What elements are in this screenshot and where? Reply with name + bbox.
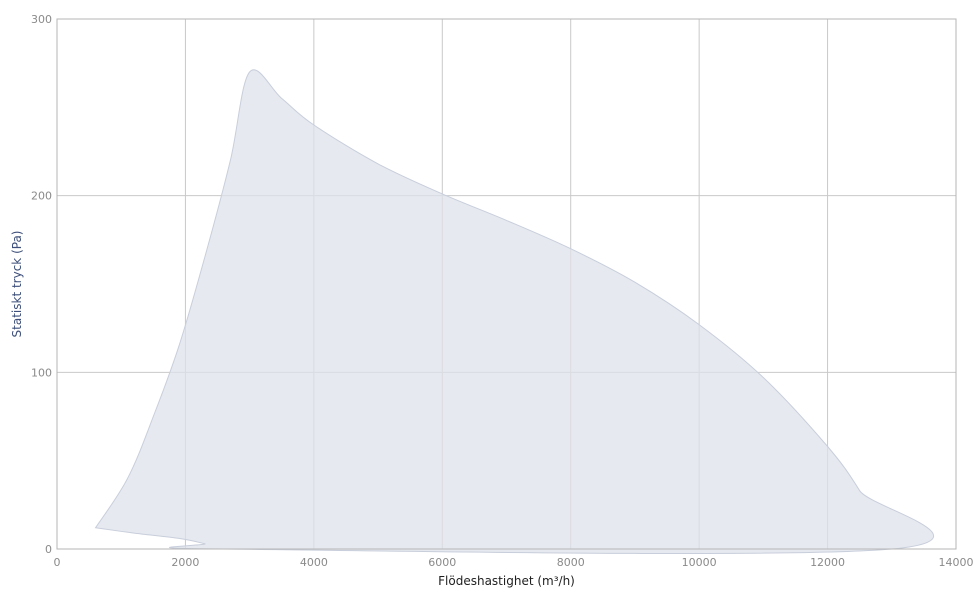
- y-tick-label: 0: [45, 543, 52, 556]
- x-tick-label: 6000: [428, 556, 456, 569]
- x-tick-label: 0: [54, 556, 61, 569]
- y-tick-label: 100: [31, 366, 52, 379]
- x-tick-label: 10000: [682, 556, 717, 569]
- y-tick-label: 300: [31, 13, 52, 26]
- operating-area-fill: [94, 69, 935, 555]
- y-tick-label: 200: [31, 190, 52, 203]
- y-axis-title: Statiskt tryck (Pa): [10, 231, 24, 338]
- x-tick-label: 8000: [557, 556, 585, 569]
- plot-frame: [56, 18, 957, 550]
- y-axis-ticks: 0 100 200 300: [31, 13, 52, 556]
- x-axis-title: Flödeshastighet (m³/h): [438, 574, 575, 588]
- x-tick-label: 2000: [171, 556, 199, 569]
- x-axis-ticks: 0 2000 4000 6000 8000 10000 12000 14000: [54, 556, 974, 569]
- operating-area: [94, 69, 935, 555]
- x-tick-label: 14000: [939, 556, 974, 569]
- x-tick-label: 12000: [810, 556, 845, 569]
- x-tick-label: 4000: [300, 556, 328, 569]
